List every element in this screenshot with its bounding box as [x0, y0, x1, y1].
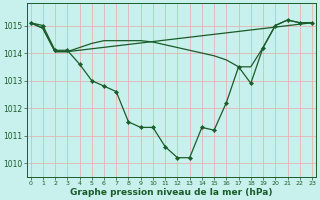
X-axis label: Graphe pression niveau de la mer (hPa): Graphe pression niveau de la mer (hPa) [70, 188, 273, 197]
